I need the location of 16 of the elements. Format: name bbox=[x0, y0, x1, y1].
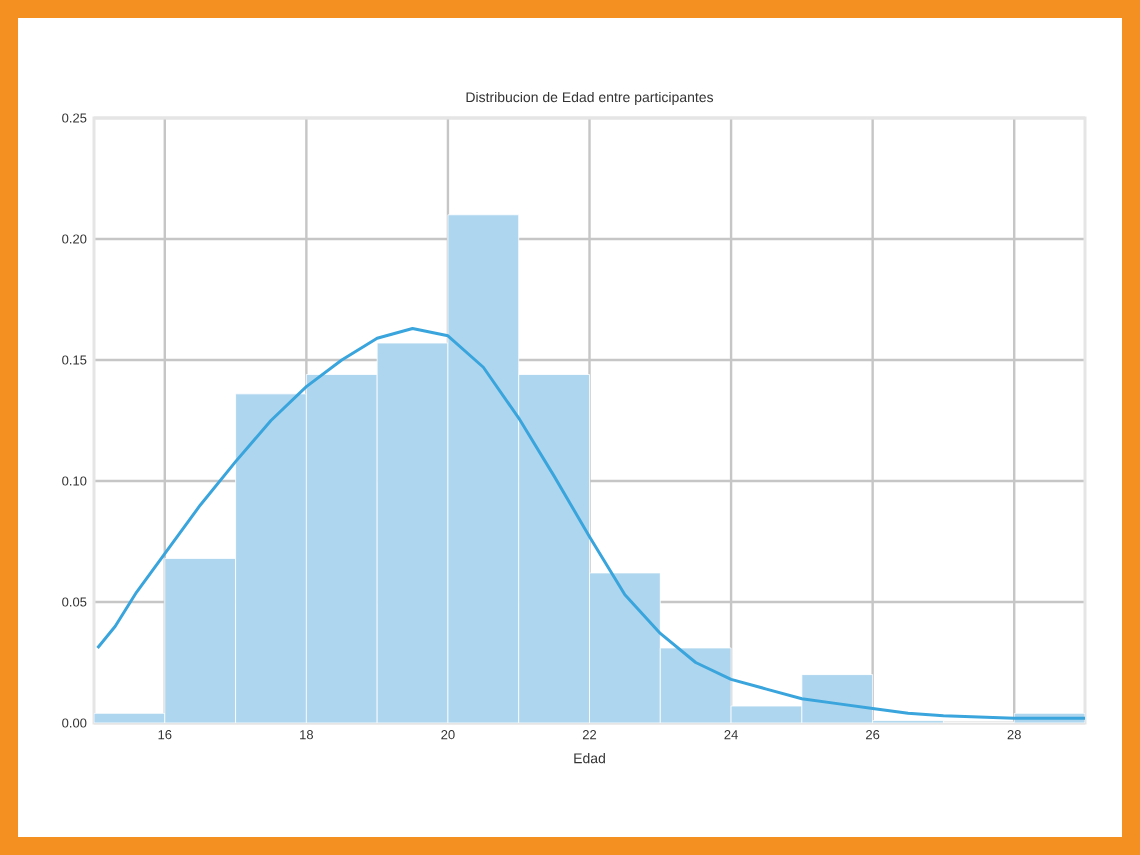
x-tick-label: 28 bbox=[1007, 730, 1021, 740]
line-series bbox=[96, 327, 1086, 720]
y-tick-label: 0.25 bbox=[62, 113, 87, 123]
chart-title: Distribucion de Edad entre participantes bbox=[466, 91, 714, 105]
x-tick-label: 26 bbox=[866, 730, 880, 740]
y-tick-label: 0.00 bbox=[62, 718, 87, 728]
x-tick-label: 22 bbox=[582, 730, 597, 740]
y-tick-label: 0.15 bbox=[62, 355, 87, 365]
y-tick-label: 0.10 bbox=[62, 476, 87, 486]
x-tick-label: 20 bbox=[441, 730, 455, 740]
x-tick-label: 18 bbox=[300, 730, 314, 740]
x-tick-label: 16 bbox=[158, 730, 172, 740]
x-tick-label: 24 bbox=[724, 730, 738, 740]
y-tick-label: 0.05 bbox=[62, 597, 87, 607]
y-tick-label: 0.20 bbox=[62, 234, 87, 244]
x-axis-title: Edad bbox=[574, 753, 605, 764]
